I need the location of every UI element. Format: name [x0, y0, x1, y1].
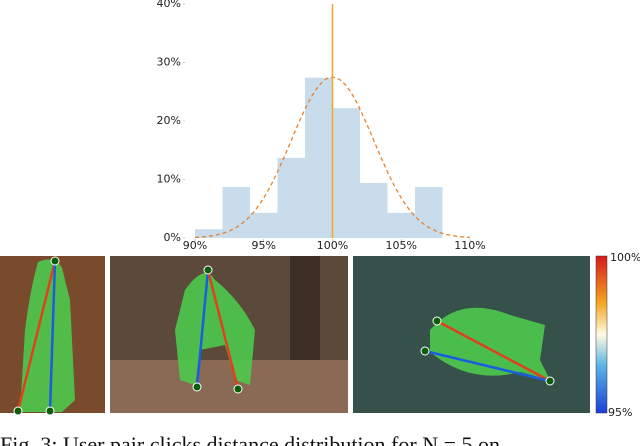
y-tick-label: 20%: [157, 114, 181, 127]
y-tick-label: 10%: [157, 173, 181, 186]
colorbar-top-label: 100%: [610, 251, 640, 264]
bar: [195, 229, 223, 238]
x-tick-label: 105%: [386, 239, 417, 252]
x-tick-label: 95%: [252, 239, 276, 252]
bar: [305, 77, 333, 239]
x-tick-label: 110%: [454, 239, 485, 252]
colorbar: [595, 255, 608, 414]
caption: Fig. 3: User pair clicks distance distri…: [0, 432, 500, 446]
x-tick-label: 90%: [183, 239, 207, 252]
x-tick-label: 100%: [317, 239, 348, 252]
image-fish: [353, 256, 590, 413]
y-tick-label: 40%: [157, 0, 181, 10]
bar: [222, 187, 250, 238]
colorbar-bottom-label: 95%: [608, 406, 632, 419]
image-child: [0, 256, 105, 416]
y-tick-label: 30%: [157, 56, 181, 69]
bar: [277, 157, 305, 238]
image-cat: [110, 256, 348, 413]
bar: [250, 212, 278, 238]
bar: [387, 212, 415, 238]
bar: [332, 108, 360, 238]
y-tick-label: 0%: [164, 231, 181, 244]
bar: [360, 183, 388, 238]
histogram-chart: 0% 10% 20% 30% 40% 90% 95% 100% 105% 110%: [157, 0, 486, 252]
bar: [415, 187, 443, 238]
